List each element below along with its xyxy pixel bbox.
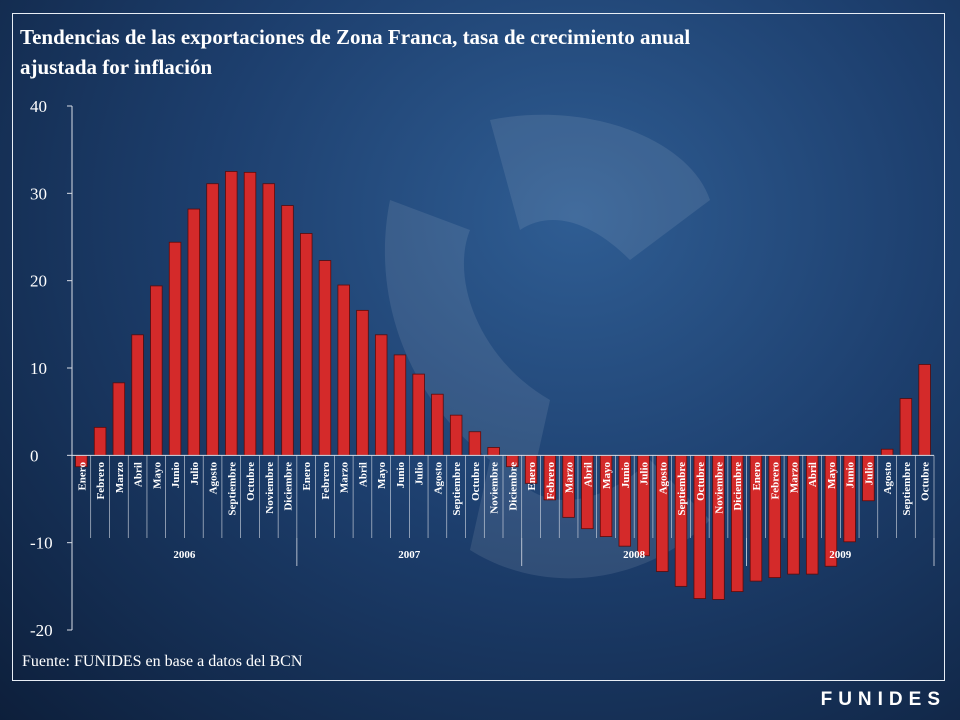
bar xyxy=(93,426,107,456)
bar xyxy=(243,171,257,456)
labels-layer: 40 30 20 10 0 -10 -20 Enero Febrero Marzo Abril May… xyxy=(30,97,932,640)
y-tick-label: 0 xyxy=(30,446,39,465)
x-tick-label: Marzo xyxy=(788,462,800,494)
bar xyxy=(281,205,294,456)
x-tick-label: Agosto xyxy=(657,462,669,495)
x-tick-label: Marzo xyxy=(114,462,126,494)
x-tick-label: Abril xyxy=(133,462,145,487)
x-tick-label: Febrero xyxy=(95,462,107,500)
x-tick-label: Noviembre xyxy=(264,462,276,514)
x-tick-label: Enero xyxy=(76,462,88,491)
x-tick-label: Mayo xyxy=(376,462,388,489)
y-tick-label: -20 xyxy=(30,621,53,640)
brand-logo: FUNIDES xyxy=(820,689,946,710)
bar xyxy=(168,241,182,456)
y-tick-label: 20 xyxy=(30,272,47,291)
bar xyxy=(300,233,313,456)
x-tick-label: Abril xyxy=(582,462,594,487)
x-tick-label: Febrero xyxy=(320,462,332,500)
bar xyxy=(262,183,275,456)
bar xyxy=(187,208,201,456)
bar xyxy=(374,334,388,456)
x-tick-label: Agosto xyxy=(882,462,894,495)
year-label: 2009 xyxy=(829,549,852,561)
bar xyxy=(356,309,369,456)
x-tick-label: Diciembre xyxy=(732,462,744,511)
year-label: 2007 xyxy=(398,549,421,561)
y-tick-label: 30 xyxy=(30,184,47,203)
bar xyxy=(225,171,238,456)
x-tick-label: Junio xyxy=(170,462,182,489)
bar xyxy=(337,284,350,456)
x-tick-label: Septiembre xyxy=(676,462,688,516)
x-tick-label: Julio xyxy=(639,462,651,486)
x-tick-label: Octubre xyxy=(470,462,482,501)
bar xyxy=(431,393,444,456)
y-tick-label: 40 xyxy=(30,97,47,116)
bar xyxy=(880,448,894,456)
x-tick-label: Julio xyxy=(863,462,875,486)
x-tick-label: Febrero xyxy=(770,462,782,500)
year-label: 2008 xyxy=(623,549,646,561)
chart-frame xyxy=(12,13,945,681)
x-tick-label: Noviembre xyxy=(714,462,726,514)
bar xyxy=(449,414,463,456)
x-tick-label: Noviembre xyxy=(489,462,501,514)
year-label: 2006 xyxy=(173,549,196,561)
x-tick-label: Mayo xyxy=(601,462,613,489)
x-tick-label: Marzo xyxy=(564,462,576,494)
y-tick-label: 10 xyxy=(30,359,47,378)
y-tick-label: -10 xyxy=(30,534,53,553)
x-tick-label: Octubre xyxy=(695,462,707,501)
x-tick-label: Junio xyxy=(620,462,632,489)
bar xyxy=(412,373,425,456)
x-tick-label: Junio xyxy=(845,462,857,489)
x-tick-label: Mayo xyxy=(151,462,163,489)
bar xyxy=(112,382,126,456)
x-tick-label: Septiembre xyxy=(451,462,463,516)
x-tick-label: Marzo xyxy=(339,462,351,494)
x-tick-label: Agosto xyxy=(208,462,220,495)
x-tick-label: Septiembre xyxy=(901,462,913,516)
source-note: Fuente: FUNIDES en base a datos del BCN xyxy=(22,653,303,670)
x-tick-label: Diciembre xyxy=(283,462,295,511)
bar xyxy=(318,260,332,456)
x-tick-label: Mayo xyxy=(826,462,838,489)
x-tick-label: Febrero xyxy=(545,462,557,500)
bar xyxy=(468,431,482,456)
x-tick-label: Abril xyxy=(807,462,819,487)
bar xyxy=(487,447,500,456)
x-tick-label: Agosto xyxy=(432,462,444,495)
x-tick-label: Julio xyxy=(189,462,201,486)
bars-layer xyxy=(75,171,931,600)
x-tick-label: Octubre xyxy=(920,462,932,501)
x-tick-label: Abril xyxy=(357,462,369,487)
x-tick-label: Julio xyxy=(414,462,426,486)
x-tick-label: Enero xyxy=(751,462,763,491)
chart-title: Tendencias de las exportaciones de Zona … xyxy=(20,25,691,79)
x-tick-label: Enero xyxy=(526,462,538,491)
bar xyxy=(131,334,144,456)
bar xyxy=(150,285,163,456)
bar xyxy=(899,398,913,456)
bar xyxy=(918,364,931,456)
bar xyxy=(393,354,407,456)
x-tick-label: Junio xyxy=(395,462,407,489)
x-tick-label: Septiembre xyxy=(226,462,238,516)
x-tick-label: Octubre xyxy=(245,462,257,501)
bar xyxy=(206,183,219,456)
axes-layer xyxy=(67,105,935,631)
x-tick-label: Enero xyxy=(301,462,313,491)
x-tick-label: Diciembre xyxy=(507,462,519,511)
